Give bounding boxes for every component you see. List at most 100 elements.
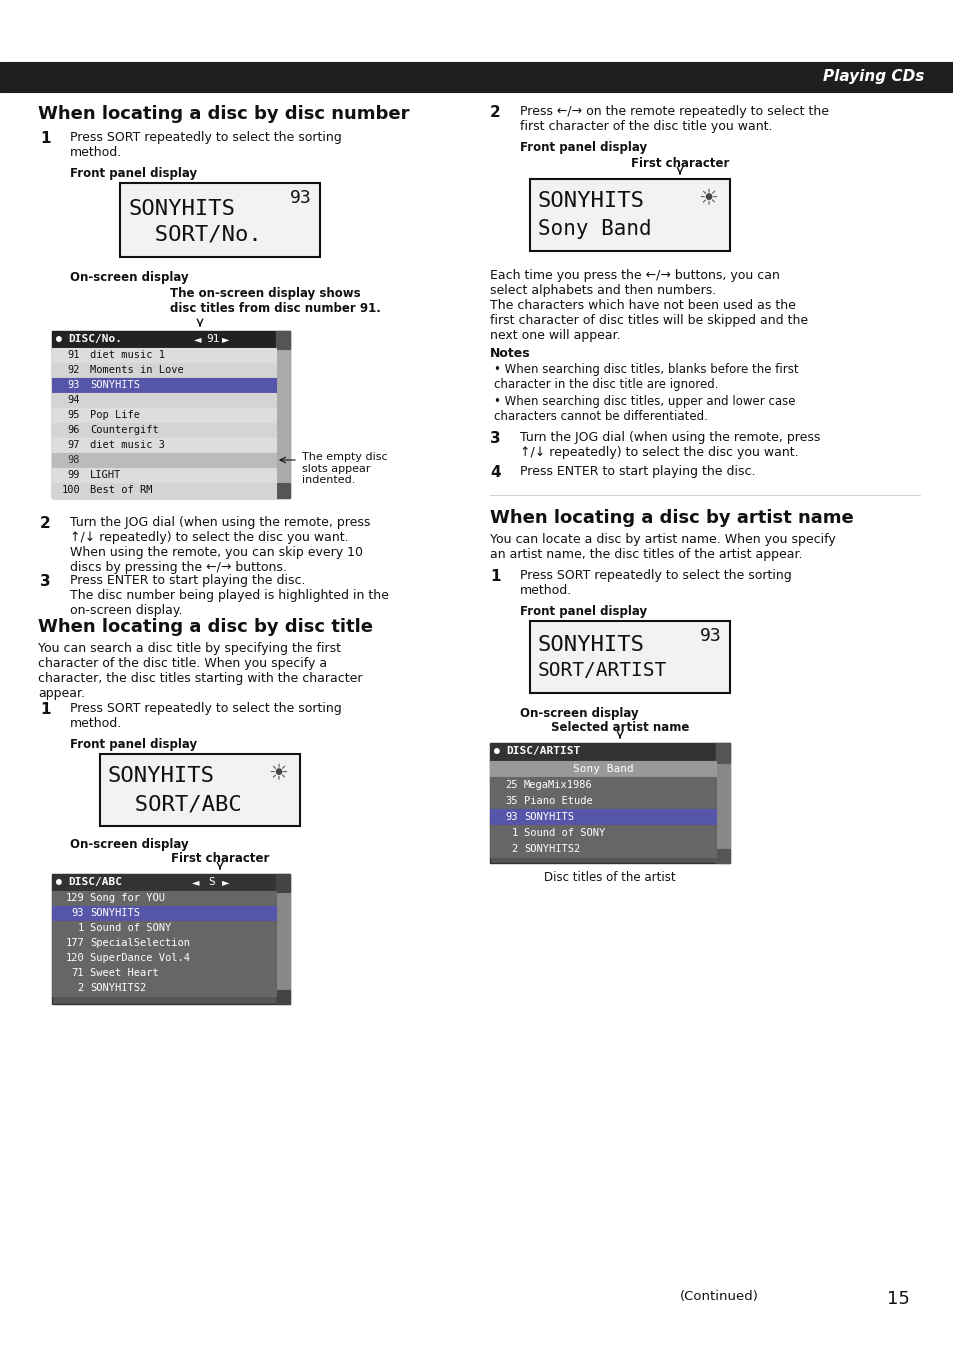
Bar bbox=[52, 408, 275, 423]
Bar bbox=[52, 331, 290, 349]
Bar bbox=[275, 874, 290, 1004]
Text: 3: 3 bbox=[490, 431, 500, 446]
Text: SONYHITS: SONYHITS bbox=[523, 812, 574, 821]
Bar bbox=[490, 825, 716, 842]
Bar bbox=[0, 62, 953, 92]
Text: Pop Life: Pop Life bbox=[90, 409, 140, 420]
Bar bbox=[52, 874, 290, 892]
Text: MegaMix1986: MegaMix1986 bbox=[523, 780, 592, 790]
Text: (Continued): (Continued) bbox=[679, 1290, 758, 1302]
Text: ►: ► bbox=[222, 334, 230, 345]
Text: ◄: ◄ bbox=[193, 334, 201, 345]
Text: 93: 93 bbox=[71, 908, 84, 917]
Text: 1: 1 bbox=[40, 703, 51, 717]
Text: Turn the JOG dial (when using the remote, press
↑/↓ repeatedly) to select the di: Turn the JOG dial (when using the remote… bbox=[70, 516, 370, 574]
Text: Song for YOU: Song for YOU bbox=[90, 893, 165, 902]
Text: 3: 3 bbox=[40, 574, 51, 589]
Text: SONYHITS: SONYHITS bbox=[537, 635, 644, 655]
Text: S: S bbox=[208, 877, 214, 888]
Text: When locating a disc by disc number: When locating a disc by disc number bbox=[38, 105, 409, 123]
Text: SONYHITS: SONYHITS bbox=[90, 380, 140, 390]
Text: 2: 2 bbox=[40, 516, 51, 531]
Text: Press SORT repeatedly to select the sorting
method.: Press SORT repeatedly to select the sort… bbox=[519, 569, 791, 597]
Bar bbox=[275, 484, 290, 499]
Bar bbox=[52, 966, 275, 981]
Text: 94: 94 bbox=[68, 394, 80, 405]
Bar bbox=[52, 981, 275, 996]
Text: On-screen display: On-screen display bbox=[70, 272, 189, 284]
Bar bbox=[52, 423, 275, 438]
Text: Turn the JOG dial (when using the remote, press
↑/↓ repeatedly) to select the di: Turn the JOG dial (when using the remote… bbox=[519, 431, 820, 459]
Text: 2: 2 bbox=[490, 105, 500, 120]
Bar bbox=[52, 378, 275, 393]
Text: 91: 91 bbox=[206, 334, 219, 345]
Text: SONYHITS: SONYHITS bbox=[108, 766, 214, 786]
Text: 93: 93 bbox=[290, 189, 312, 207]
Text: ●: ● bbox=[56, 877, 62, 888]
Text: DISC/ABC: DISC/ABC bbox=[68, 877, 122, 888]
Bar bbox=[490, 761, 716, 777]
Text: 129: 129 bbox=[65, 893, 84, 902]
Bar bbox=[490, 793, 716, 809]
Bar bbox=[275, 331, 290, 499]
Text: Sound of SONY: Sound of SONY bbox=[523, 828, 604, 838]
Bar bbox=[52, 874, 290, 1004]
Bar bbox=[52, 892, 275, 907]
Text: Press ENTER to start playing the disc.: Press ENTER to start playing the disc. bbox=[519, 465, 755, 478]
Text: You can locate a disc by artist name. When you specify
an artist name, the disc : You can locate a disc by artist name. Wh… bbox=[490, 534, 835, 561]
Text: Each time you press the ←/→ buttons, you can
select alphabets and then numbers.
: Each time you press the ←/→ buttons, you… bbox=[490, 269, 807, 342]
Text: 95: 95 bbox=[68, 409, 80, 420]
Bar bbox=[275, 990, 290, 1004]
Text: 71: 71 bbox=[71, 969, 84, 978]
Text: First character: First character bbox=[630, 157, 728, 170]
Text: 1: 1 bbox=[77, 923, 84, 934]
Text: ☀: ☀ bbox=[268, 765, 288, 784]
Text: ◄: ◄ bbox=[192, 877, 199, 888]
Bar bbox=[275, 331, 290, 349]
Text: The on-screen display shows
disc titles from disc number 91.: The on-screen display shows disc titles … bbox=[170, 286, 380, 315]
Text: Countergift: Countergift bbox=[90, 426, 158, 435]
Text: • When searching disc titles, blanks before the first
character in the disc titl: • When searching disc titles, blanks bef… bbox=[494, 363, 798, 390]
Text: ●: ● bbox=[56, 334, 62, 345]
Text: Notes: Notes bbox=[490, 347, 530, 359]
Bar bbox=[490, 842, 716, 857]
Text: 97: 97 bbox=[68, 440, 80, 450]
Text: Selected artist name: Selected artist name bbox=[550, 721, 688, 734]
Text: First character: First character bbox=[171, 852, 269, 865]
Text: SONYHITS: SONYHITS bbox=[128, 199, 234, 219]
Bar bbox=[52, 393, 275, 408]
Text: 92: 92 bbox=[68, 365, 80, 376]
Bar bbox=[52, 484, 275, 499]
Text: ●: ● bbox=[494, 746, 499, 757]
Bar bbox=[490, 743, 729, 761]
Text: diet music 1: diet music 1 bbox=[90, 350, 165, 359]
Bar bbox=[52, 331, 290, 499]
Text: LIGHT: LIGHT bbox=[90, 470, 121, 480]
Bar bbox=[716, 848, 729, 863]
Text: Piano Etude: Piano Etude bbox=[523, 796, 592, 807]
Text: When locating a disc by artist name: When locating a disc by artist name bbox=[490, 509, 853, 527]
Text: 1: 1 bbox=[490, 569, 500, 584]
Text: SuperDance Vol.4: SuperDance Vol.4 bbox=[90, 952, 190, 963]
Bar bbox=[52, 907, 275, 921]
Bar bbox=[530, 621, 729, 693]
Bar bbox=[716, 743, 729, 863]
Text: Front panel display: Front panel display bbox=[70, 168, 197, 180]
Text: diet music 3: diet music 3 bbox=[90, 440, 165, 450]
Text: 120: 120 bbox=[65, 952, 84, 963]
Text: 98: 98 bbox=[68, 455, 80, 465]
Text: Sound of SONY: Sound of SONY bbox=[90, 923, 172, 934]
Text: 2: 2 bbox=[511, 844, 517, 854]
Text: 177: 177 bbox=[65, 938, 84, 948]
Bar bbox=[52, 921, 275, 936]
Bar bbox=[52, 453, 275, 467]
Text: 15: 15 bbox=[886, 1290, 909, 1308]
Text: SORT/No.: SORT/No. bbox=[128, 226, 261, 245]
Text: Sony Band: Sony Band bbox=[572, 765, 633, 774]
Text: Sweet Heart: Sweet Heart bbox=[90, 969, 158, 978]
Bar bbox=[52, 951, 275, 966]
Text: 93: 93 bbox=[700, 627, 721, 644]
Bar bbox=[52, 467, 275, 484]
Text: SONYHITS2: SONYHITS2 bbox=[523, 844, 579, 854]
Text: SONYHITS: SONYHITS bbox=[537, 190, 644, 211]
